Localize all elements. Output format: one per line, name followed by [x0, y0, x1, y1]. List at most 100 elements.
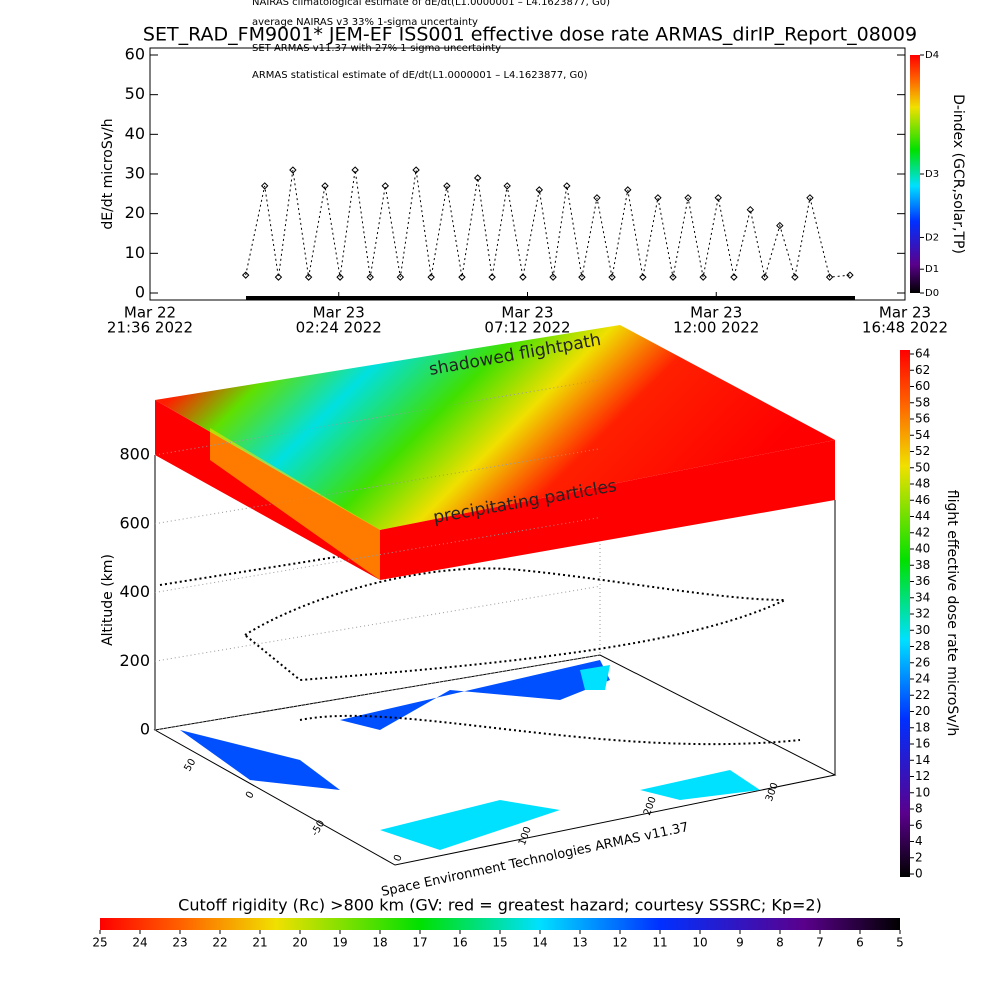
colorbar-tick-label: 7 — [816, 936, 824, 950]
colorbar-tick-label: 15 — [492, 936, 507, 950]
colorbar-tick-label: 6 — [915, 818, 923, 832]
dose-point — [427, 273, 435, 281]
z-tick-label: 600 — [119, 513, 150, 532]
colorbar-tick-label: 50 — [915, 460, 930, 474]
y-tick-label: 50 — [125, 84, 145, 103]
colorbar-label: D-index (GCR,solar,TP) — [950, 94, 966, 254]
x-tick-label: Mar 22 — [124, 304, 176, 322]
colorbar-tick-label: 10 — [692, 936, 707, 950]
land — [180, 730, 340, 790]
colorbar-tick-label: 21 — [252, 936, 267, 950]
colorbar-tick-label: 56 — [915, 412, 930, 426]
colorbar-tick-label: D0 — [925, 288, 939, 299]
dose-point — [639, 273, 647, 281]
legend-entry: average NAIRAS v3 33% 1-sigma uncertaint… — [252, 17, 478, 28]
colorbar-tick-label: 23 — [172, 936, 187, 950]
dose-point — [260, 182, 269, 190]
colorbar-tick-label: 28 — [915, 639, 930, 653]
dose-point — [746, 205, 755, 214]
dose-point — [624, 186, 632, 194]
x-tick-label: 02:24 2022 — [296, 319, 382, 337]
dose-point — [791, 273, 799, 281]
colorbar-tick-label: 16 — [452, 936, 467, 950]
colorbar-tick-label: 46 — [915, 493, 930, 507]
y-tick-label: 60 — [125, 45, 145, 64]
dose-point — [684, 194, 692, 202]
figure-title: SET_RAD_FM9001* JEM-EF ISS001 effective … — [143, 24, 917, 46]
lon-tick-label: 300 — [764, 781, 781, 803]
z-tick — [154, 379, 601, 456]
legend-entry: SET ARMAS v11.37 with 27% 1-sigma uncert… — [252, 43, 501, 54]
colorbar-tick-label: D4 — [925, 50, 939, 61]
colorbar-tick-label: 9 — [736, 936, 744, 950]
lon-tick-label: 100 — [517, 825, 534, 847]
colorbar-tick-label: 4 — [915, 834, 923, 848]
colorbar-tick-label: 20 — [292, 936, 307, 950]
colorbar-tick-label: 11 — [652, 936, 667, 950]
colorbar-tick-label: 64 — [915, 347, 930, 361]
colorbar-tick-label: 24 — [915, 672, 930, 686]
z-tick-label: 400 — [119, 582, 150, 601]
z-tick — [154, 585, 601, 662]
colorbar-tick-label: 44 — [915, 509, 930, 523]
z-axis-label: Altitude (km) — [100, 554, 116, 646]
dose-point — [396, 273, 405, 281]
x-tick-label: Mar 23 — [879, 304, 931, 322]
colorbar-tick-label: 32 — [915, 607, 930, 621]
colorbar-tick-label: 58 — [915, 395, 930, 409]
slab-top — [155, 325, 835, 530]
colorbar-tick-label: 0 — [915, 867, 923, 881]
colorbar-tick-label: 8 — [915, 802, 923, 816]
slab-side — [380, 440, 835, 580]
lon-tick-label: 0 — [392, 853, 405, 863]
colorbar-tick-label: 52 — [915, 444, 930, 458]
dose-point — [535, 186, 544, 194]
y-tick-label: 20 — [125, 203, 145, 222]
lat-tick-label: 50 — [182, 757, 198, 774]
colorbar-tick-label: 48 — [915, 477, 930, 491]
lon-tick-label: 200 — [642, 795, 659, 817]
dose-point — [699, 273, 707, 281]
dose-point — [381, 182, 389, 190]
slab-band — [210, 428, 380, 580]
dose-point — [846, 271, 854, 279]
colorbar-tick-label: 40 — [915, 542, 930, 556]
y-axis-label: dE/dt microSv/h — [100, 118, 116, 229]
dose-point — [776, 221, 784, 230]
colorbar-title: Cutoff rigidity (Rc) >800 km (GV: red = … — [178, 896, 822, 915]
z-tick-label: 0 — [140, 720, 150, 739]
colorbar-tick-label: 20 — [915, 704, 930, 718]
dose-point — [488, 273, 496, 281]
colorbar-tick-label: 13 — [572, 936, 587, 950]
colorbar-tick-label: 2 — [915, 850, 923, 864]
dose-point — [519, 273, 527, 281]
rigidity-colorbar — [100, 918, 900, 930]
z-tick-label: 800 — [119, 445, 150, 464]
dose-point — [654, 194, 662, 202]
dose-line — [245, 169, 850, 278]
z-tick — [154, 654, 601, 731]
land — [640, 770, 760, 800]
y-tick-label: 30 — [125, 164, 145, 183]
colorbar-tick-label: 26 — [915, 655, 930, 669]
dose-point — [289, 166, 297, 174]
colorbar-tick-label: D2 — [925, 232, 939, 243]
dose-point — [761, 273, 769, 281]
dose-point — [351, 166, 359, 174]
plot-frame — [149, 47, 906, 301]
colorbar-tick-label: 16 — [915, 737, 930, 751]
colorbar-tick-label: 30 — [915, 623, 930, 637]
lat-tick-label: 0 — [244, 790, 257, 801]
y-tick-label: 0 — [135, 283, 145, 302]
colorbar-tick-label: 12 — [915, 769, 930, 783]
colorbar-tick-label: 24 — [132, 936, 147, 950]
colorbar-tick-label: 12 — [612, 936, 627, 950]
colorbar-tick-label: 17 — [412, 936, 427, 950]
legend-entry: ARMAS statistical estimate of dE/dt(L1.0… — [252, 70, 588, 81]
dose-point — [304, 273, 313, 281]
dose-point — [336, 273, 344, 281]
surface-3d: shadowed flightpath precipitating partic… — [100, 325, 837, 900]
dose-point — [608, 273, 616, 281]
legend-entry: NAIRAS climatological estimate of dE/dt(… — [252, 0, 610, 8]
